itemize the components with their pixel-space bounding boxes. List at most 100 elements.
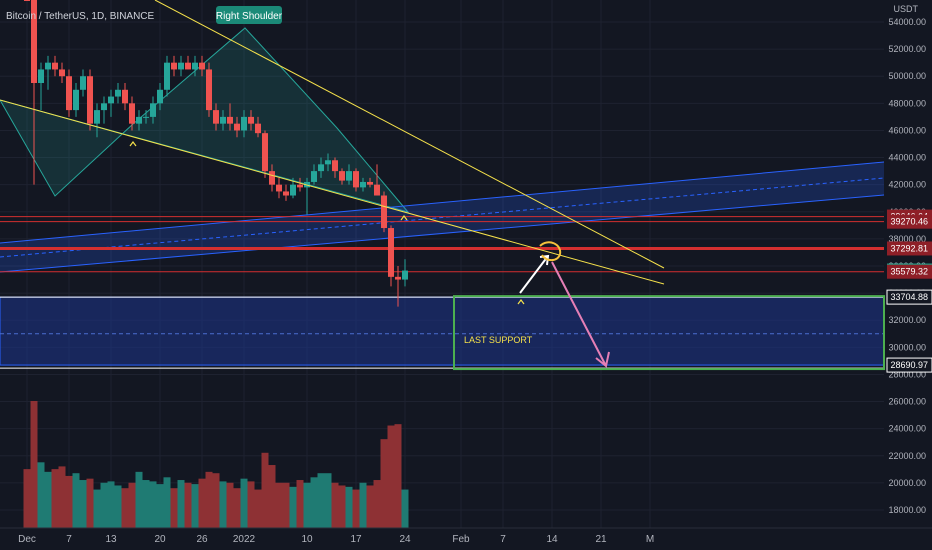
volume-bar: [212, 473, 220, 528]
symbol-title[interactable]: Bitcoin / TetherUS, 1D, BINANCE: [6, 11, 155, 22]
candle: [66, 69, 72, 117]
candle-body: [143, 116, 149, 118]
candle: [206, 62, 212, 117]
candle: [402, 259, 408, 287]
volume-bar: [338, 485, 346, 528]
volume-bar: [58, 466, 66, 528]
price-tag-text: 28690.97: [890, 360, 928, 370]
candle: [129, 96, 135, 131]
candle-body: [276, 184, 282, 192]
candle: [339, 168, 345, 185]
price-tag-bg: [886, 289, 932, 305]
volume-bar: [177, 480, 185, 528]
time-tick: M: [646, 534, 654, 545]
pivot-marker: [517, 299, 525, 305]
candle-body: [269, 171, 275, 185]
candle: [136, 110, 142, 131]
volume-bar: [37, 462, 45, 528]
price-tick: 52000.00: [888, 44, 926, 54]
price-tick: 48000.00: [888, 98, 926, 108]
volume-bar: [268, 465, 276, 528]
candle-body: [185, 62, 191, 70]
price-tick: 24000.00: [888, 424, 926, 434]
candle-body: [94, 110, 100, 124]
volume-bar: [30, 401, 38, 528]
candle-body: [325, 160, 331, 165]
volume-bar: [128, 482, 136, 528]
candle: [255, 116, 261, 138]
volume-bar: [149, 481, 157, 528]
volume-bar: [247, 481, 255, 528]
candle-body: [24, 0, 30, 1]
candle: [276, 177, 282, 199]
candle-body: [234, 123, 240, 131]
candle-body: [227, 116, 233, 124]
volume-bar: [380, 439, 388, 528]
candle-body: [31, 0, 37, 83]
candle: [101, 96, 107, 124]
pivot-marker: [129, 141, 137, 147]
volume-bar: [156, 484, 164, 528]
volume-bar: [65, 475, 73, 528]
candle-body: [332, 160, 338, 172]
time-tick: 7: [500, 534, 506, 545]
drawings-front: [0, 0, 665, 368]
price-tag: 35579.32: [887, 264, 932, 279]
candle: [150, 96, 156, 124]
price-tick: 26000.00: [888, 397, 926, 407]
candle-body: [283, 191, 289, 196]
candle-body: [374, 184, 380, 196]
candle-body: [199, 62, 205, 70]
volume-bar: [107, 481, 115, 528]
volume-bar: [310, 477, 318, 528]
volume-bar: [373, 480, 381, 528]
candle: [80, 69, 86, 97]
candle-body: [136, 116, 142, 124]
price-tag-text: 39270.46: [890, 217, 928, 227]
price-tick: 18000.00: [888, 505, 926, 515]
candle-body: [157, 89, 163, 104]
candle: [395, 266, 401, 307]
candle: [31, 0, 37, 185]
volume-bar: [86, 478, 94, 528]
time-tick: 10: [301, 534, 313, 545]
candle-body: [220, 116, 226, 124]
price-tag-bg: [887, 264, 932, 279]
price-axis[interactable]: 54000.00 52000.00 50000.00 48000.00 46000.00…: [886, 17, 932, 515]
candle-body: [255, 123, 261, 134]
candle: [325, 153, 331, 172]
right-shoulder-text: Right Shoulder: [216, 11, 283, 22]
candle-body: [318, 164, 324, 172]
candle-body: [59, 69, 65, 77]
volume-bar: [205, 471, 213, 528]
candle-body: [297, 184, 303, 188]
pivot-marker: [400, 215, 408, 221]
volume-bars: [23, 401, 409, 528]
time-axis[interactable]: Dec 7 13 20 26 2022 10 17 24 Feb 7 14 21 M: [0, 527, 932, 545]
candle-body: [122, 89, 128, 104]
volume-bar: [135, 471, 143, 528]
time-tick: 21: [595, 534, 607, 545]
price-tick: 28000.00: [888, 369, 926, 379]
time-tick: 7: [66, 534, 72, 545]
candle: [108, 89, 114, 117]
time-tick: Dec: [18, 534, 36, 545]
candle-body: [38, 69, 44, 83]
candle-body: [360, 181, 366, 188]
candle: [388, 225, 394, 287]
candle: [192, 55, 198, 77]
candle-body: [388, 228, 394, 277]
time-tick: 20: [154, 534, 166, 545]
volume-bar: [240, 478, 248, 528]
time-tick: 17: [350, 534, 362, 545]
price-tick: 38000.00: [888, 234, 926, 244]
candle-body: [346, 171, 352, 181]
candle-body: [101, 103, 107, 111]
volume-bar: [79, 480, 87, 528]
target-arrow: [551, 261, 610, 368]
candle: [311, 164, 317, 185]
candle-body: [395, 276, 401, 280]
candle: [24, 0, 30, 1]
